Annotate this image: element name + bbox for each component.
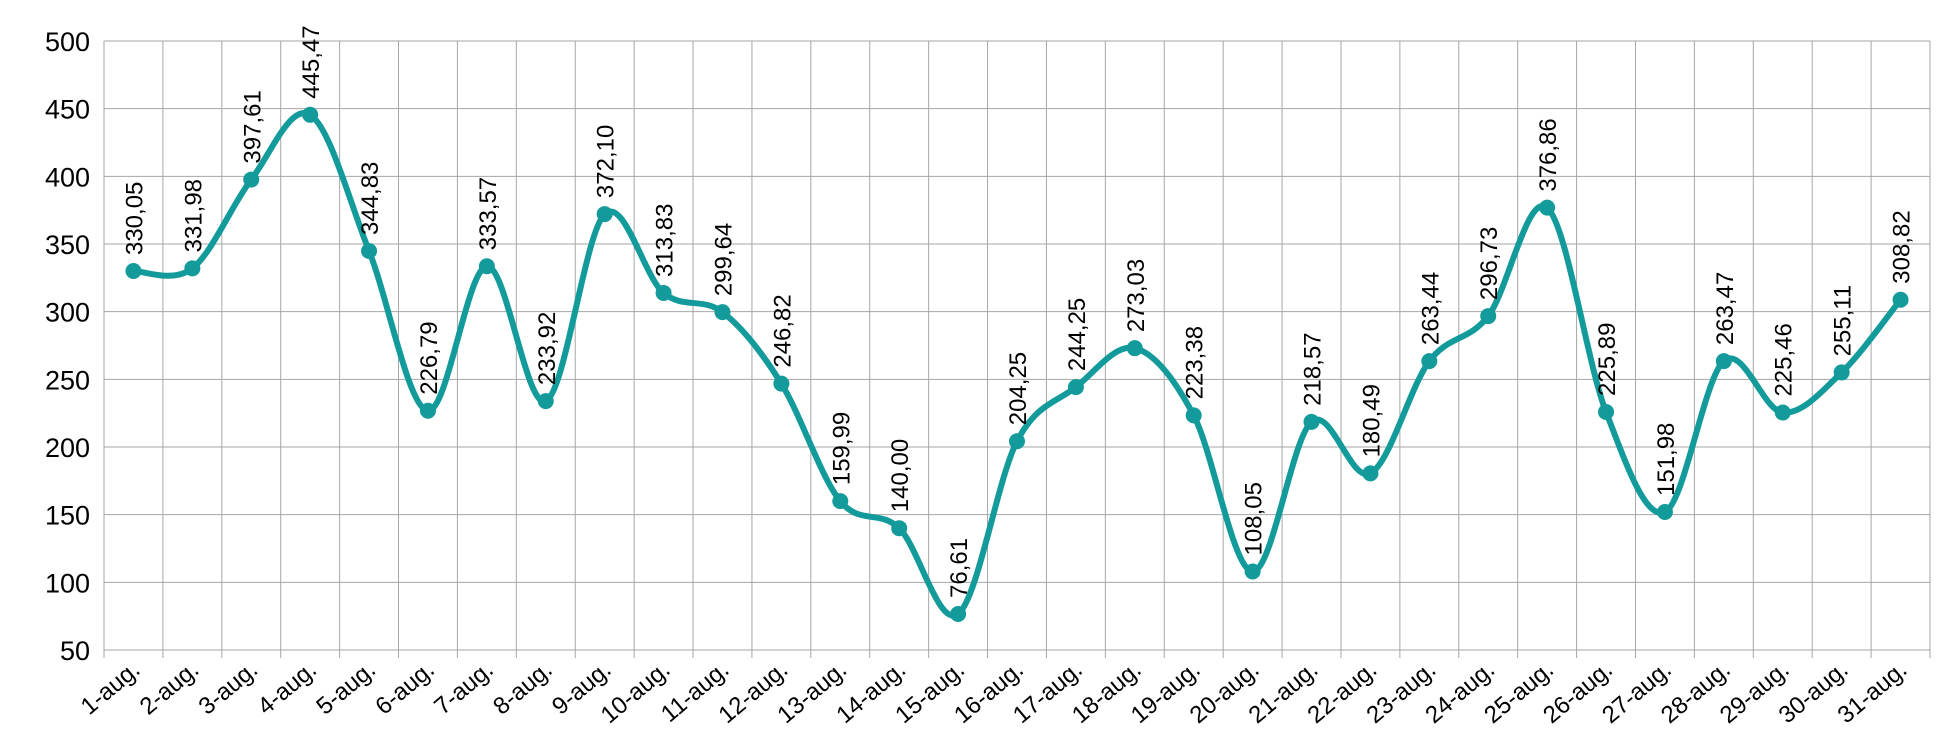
data-point: [1656, 503, 1673, 520]
data-label: 108,05: [1241, 482, 1268, 555]
data-point: [478, 258, 495, 275]
data-point: [1067, 379, 1084, 396]
data-label: 376,86: [1535, 118, 1562, 191]
data-label: 204,25: [1005, 352, 1032, 425]
data-point: [1009, 433, 1025, 450]
data-point: [125, 262, 142, 279]
data-label: 151,98: [1653, 423, 1680, 496]
data-label: 263,44: [1417, 272, 1444, 345]
data-label: 299,64: [710, 223, 737, 296]
y-axis-ticks: 50 100 150 200 250 300 350 400 450 500: [45, 27, 90, 666]
data-label: 180,49: [1358, 384, 1385, 457]
data-point: [1598, 403, 1615, 420]
data-point: [1480, 308, 1497, 325]
x-axis-ticks: 1-aug.2-aug.3-aug.4-aug.5-aug.6-aug.7-au…: [76, 656, 1913, 729]
data-label: 233,92: [534, 312, 561, 385]
x-tick-label: 2-aug.: [135, 656, 204, 720]
x-tick-label: 4-aug.: [253, 656, 322, 720]
y-tick-label: 350: [45, 230, 90, 260]
data-label: 308,82: [1889, 210, 1916, 283]
data-point: [419, 402, 436, 419]
data-point: [302, 106, 319, 123]
data-point: [361, 242, 378, 259]
y-tick-label: 150: [45, 501, 90, 531]
data-point: [832, 493, 849, 510]
data-labels: 330,05 331,98 397,61 445,47 344,83 226,79 333,…: [121, 25, 1915, 598]
data-points: [125, 106, 1909, 622]
data-label: 159,99: [828, 412, 855, 485]
data-point: [1303, 413, 1320, 430]
data-point: [1774, 404, 1791, 421]
y-tick-label: 400: [45, 162, 90, 192]
data-point: [1833, 364, 1850, 381]
y-tick-label: 300: [45, 298, 90, 328]
y-tick-label: 50: [60, 636, 90, 666]
data-label: 313,83: [652, 204, 679, 277]
x-tick-label: 8-aug.: [488, 656, 557, 720]
data-label: 76,61: [946, 538, 973, 598]
data-label: 344,83: [357, 162, 384, 235]
data-point: [1715, 353, 1732, 370]
data-point: [714, 304, 731, 321]
data-point: [950, 605, 967, 622]
data-label: 225,46: [1771, 323, 1798, 396]
data-label: 445,47: [298, 25, 325, 98]
data-label: 218,57: [1300, 332, 1327, 405]
y-tick-label: 500: [45, 27, 90, 57]
data-label: 246,82: [769, 294, 796, 367]
data-label: 333,57: [475, 177, 502, 250]
y-tick-label: 200: [45, 433, 90, 463]
data-label: 296,73: [1476, 227, 1503, 300]
data-label: 223,38: [1182, 326, 1209, 399]
x-tick-label: 6-aug.: [370, 656, 439, 720]
x-tick-label: 3-aug.: [194, 656, 263, 720]
y-tick-label: 250: [45, 365, 90, 395]
data-label: 330,05: [121, 182, 148, 255]
data-label: 331,98: [180, 179, 207, 252]
data-point: [1244, 563, 1261, 580]
data-point: [537, 393, 554, 410]
data-point: [596, 206, 613, 223]
data-point: [655, 284, 672, 301]
data-point: [1185, 407, 1202, 424]
grid: [103, 40, 1931, 658]
data-label: 225,89: [1594, 323, 1621, 396]
data-point: [1362, 465, 1379, 482]
data-point: [243, 171, 260, 188]
data-label: 397,61: [239, 90, 266, 163]
data-point: [184, 260, 201, 277]
data-point: [1126, 340, 1143, 357]
data-label: 244,25: [1064, 298, 1091, 371]
data-label: 255,11: [1830, 285, 1857, 357]
y-tick-label: 100: [45, 568, 90, 598]
data-label: 372,10: [593, 125, 620, 198]
data-point: [1421, 353, 1438, 370]
x-tick-label: 7-aug.: [429, 656, 498, 720]
data-label: 263,47: [1712, 272, 1739, 345]
data-label: 140,00: [887, 439, 914, 512]
data-label: 226,79: [416, 321, 443, 394]
x-tick-label: 5-aug.: [311, 656, 380, 720]
data-label: 273,03: [1123, 259, 1150, 332]
data-point: [1892, 291, 1909, 308]
data-point: [773, 375, 790, 392]
data-point: [891, 520, 908, 537]
data-point: [1539, 199, 1556, 216]
y-tick-label: 450: [45, 95, 90, 125]
